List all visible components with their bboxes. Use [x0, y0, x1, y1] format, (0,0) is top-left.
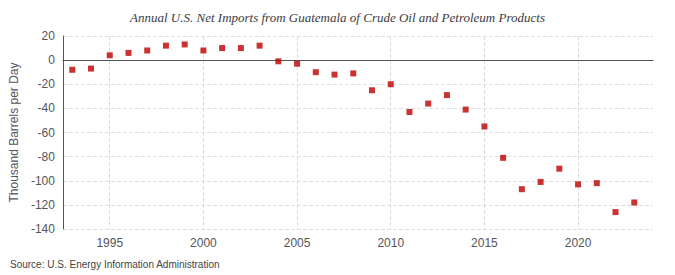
svg-text:2020: 2020: [565, 236, 592, 250]
svg-text:2000: 2000: [190, 236, 217, 250]
svg-text:-120: -120: [31, 198, 55, 212]
svg-text:2010: 2010: [377, 236, 404, 250]
svg-text:-140: -140: [31, 222, 55, 236]
svg-text:Thousand Barrels per Day: Thousand Barrels per Day: [7, 62, 21, 202]
svg-text:Source: U.S. Energy Informatio: Source: U.S. Energy Information Administ…: [10, 259, 220, 270]
svg-text:-40: -40: [38, 101, 56, 115]
svg-text:2015: 2015: [471, 236, 498, 250]
svg-text:0: 0: [48, 53, 55, 67]
svg-text:2005: 2005: [284, 236, 311, 250]
svg-text:-80: -80: [38, 150, 56, 164]
svg-text:Annual U.S. Net Imports from G: Annual U.S. Net Imports from Guatemala o…: [129, 10, 545, 25]
svg-text:20: 20: [42, 29, 56, 43]
svg-text:-20: -20: [38, 77, 56, 91]
svg-text:-100: -100: [31, 174, 55, 188]
svg-text:1995: 1995: [96, 236, 123, 250]
svg-text:-60: -60: [38, 126, 56, 140]
